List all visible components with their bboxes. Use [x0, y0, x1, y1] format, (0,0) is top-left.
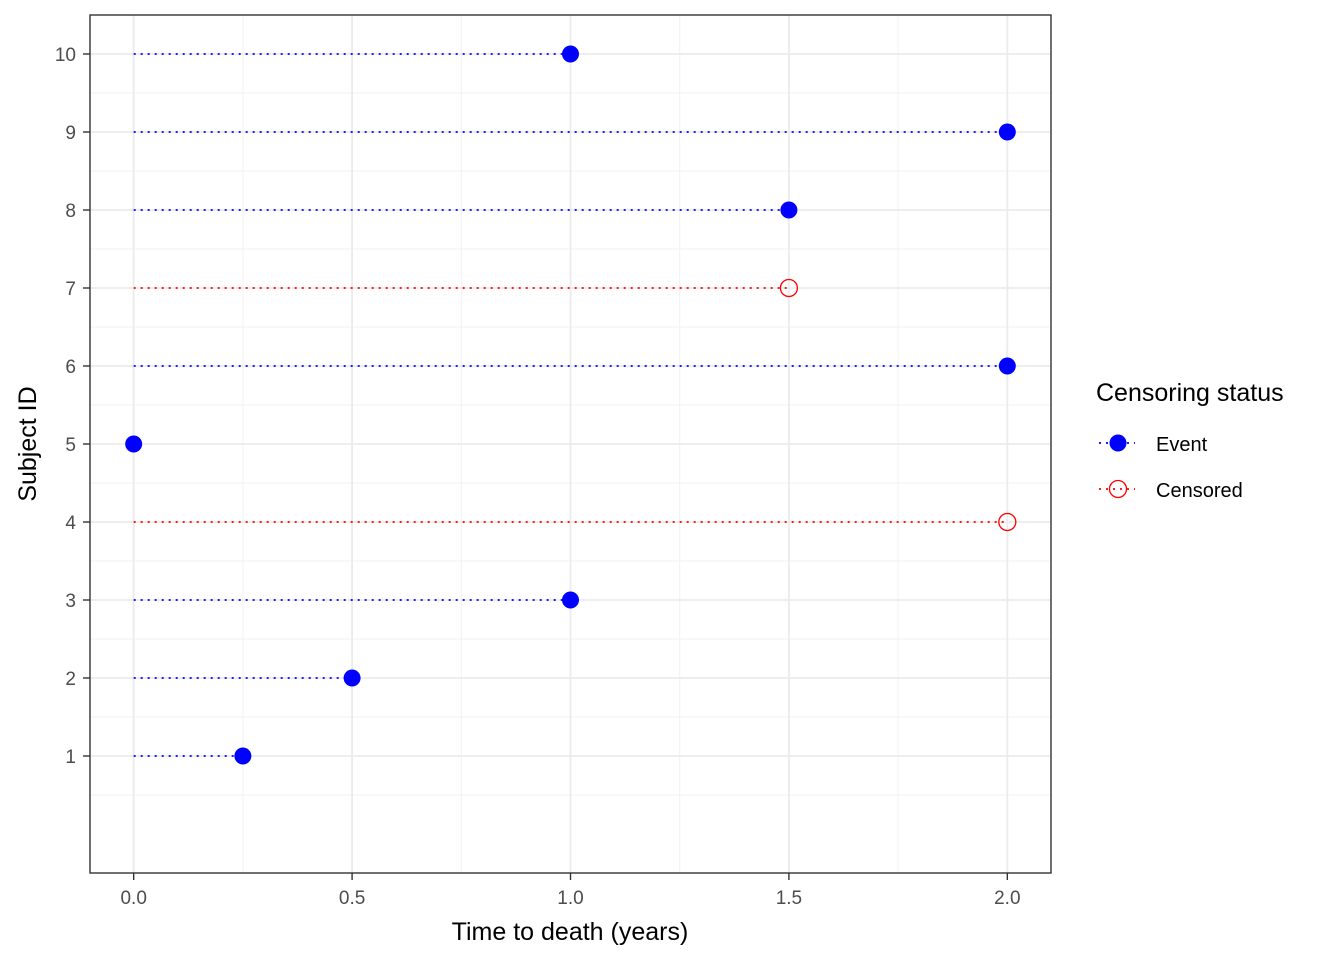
legend-key-marker: [1109, 434, 1127, 452]
y-axis: 1 2 3 4 5 6 7 8 9 10: [55, 45, 90, 768]
x-tick-label: 1.0: [557, 888, 583, 909]
y-tick-label: 9: [65, 123, 76, 144]
legend-keys: Event Censored: [1099, 434, 1243, 502]
event-point: [780, 201, 798, 219]
event-point: [562, 45, 579, 63]
event-point: [562, 591, 579, 609]
event-point: [998, 357, 1016, 375]
y-tick-label: 10: [55, 45, 76, 66]
event-point: [125, 435, 143, 453]
event-point: [343, 669, 361, 687]
legend-key-event: Event: [1099, 434, 1208, 456]
legend-label: Event: [1156, 434, 1208, 456]
x-tick-label: 0.5: [339, 888, 365, 909]
legend-key-censored: Censored: [1099, 479, 1243, 502]
y-tick-label: 8: [65, 201, 76, 222]
data-points: [125, 45, 1017, 765]
legend-key-marker: [1108, 479, 1128, 499]
y-tick-label: 7: [65, 279, 76, 300]
legend: Censoring status Event Censored: [1096, 379, 1284, 502]
y-tick-label: 6: [65, 357, 76, 378]
censored-point: [779, 278, 799, 298]
x-tick-label: 0.0: [120, 888, 146, 909]
follow-up-lines: [133, 53, 1008, 757]
event-point: [234, 747, 252, 765]
event-point: [998, 123, 1016, 141]
x-axis: 0.0 0.5 1.0 1.5 2.0: [120, 873, 1021, 909]
x-tick-label: 1.5: [776, 888, 802, 909]
x-axis-title: Time to death (years): [452, 918, 689, 946]
censored-point: [998, 512, 1017, 532]
legend-label: Censored: [1156, 480, 1243, 502]
x-tick-label: 2.0: [994, 888, 1020, 909]
y-tick-label: 5: [65, 435, 76, 456]
y-tick-label: 3: [65, 591, 76, 612]
y-tick-label: 4: [65, 513, 76, 534]
legend-title: Censoring status: [1096, 379, 1284, 407]
y-axis-title: Subject ID: [14, 386, 42, 501]
y-tick-label: 2: [65, 669, 76, 690]
y-tick-label: 1: [65, 747, 76, 768]
